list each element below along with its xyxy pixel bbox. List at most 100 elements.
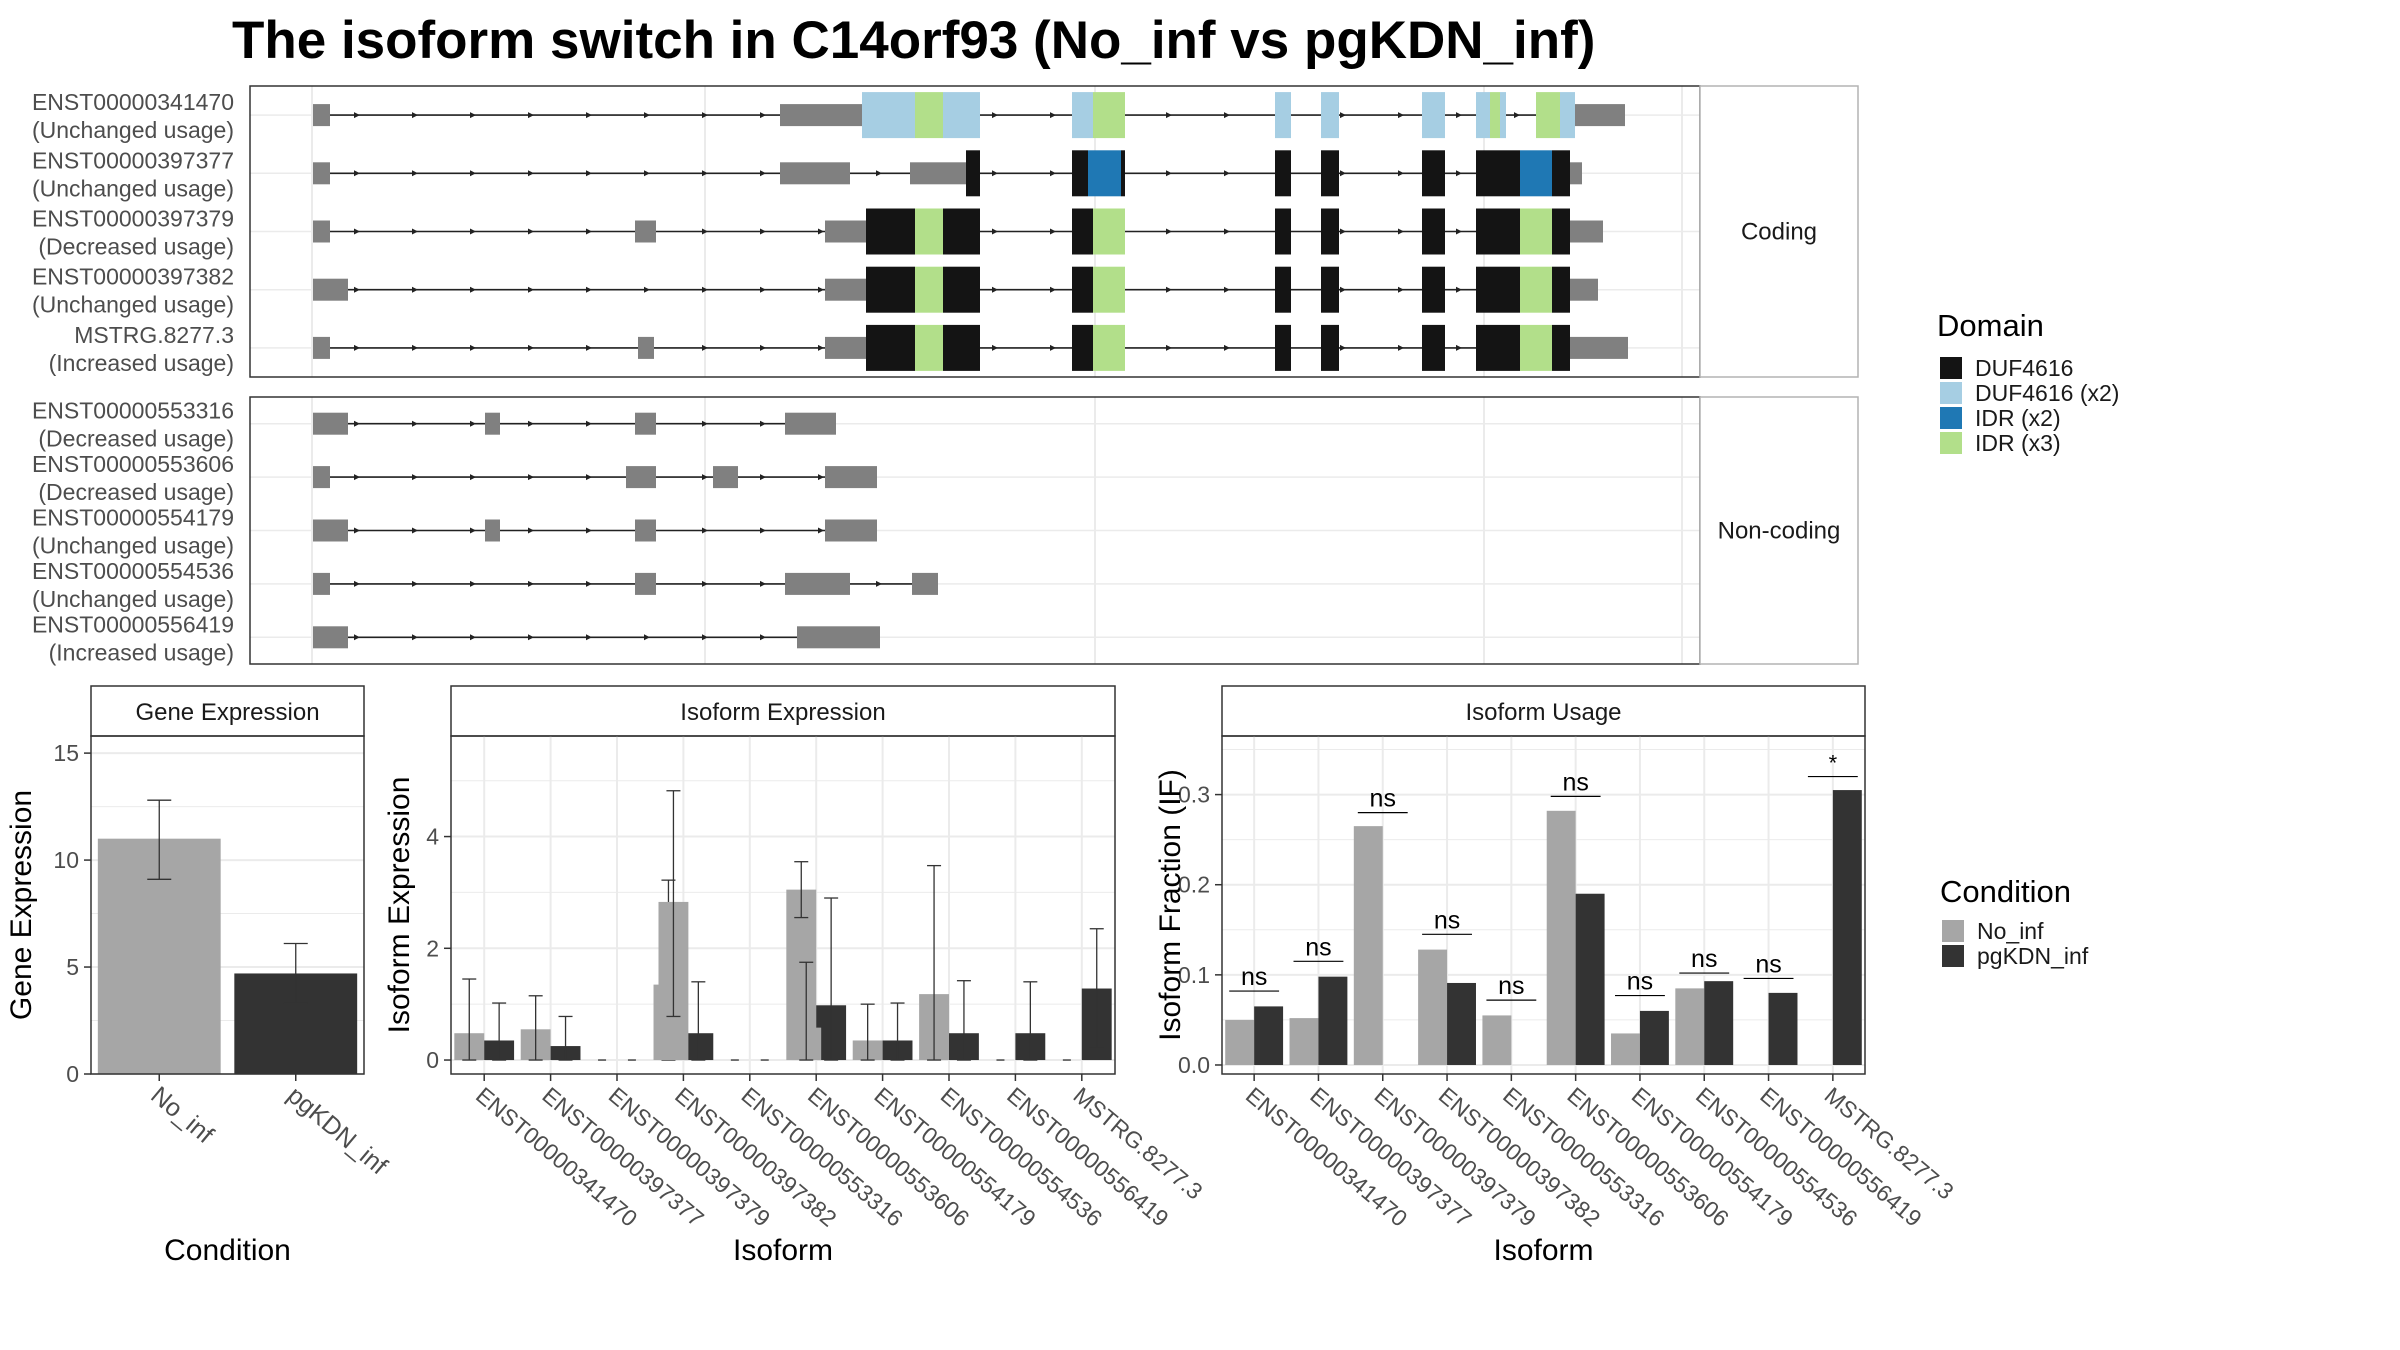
y-axis-title: Gene Expression	[5, 790, 38, 1020]
intron-arrow	[818, 527, 824, 534]
utr-exon	[635, 412, 656, 435]
intron-arrow	[528, 420, 534, 427]
coding-exon	[1520, 150, 1552, 197]
domain-legend-key	[1940, 382, 1962, 404]
y-tick-label: 0.0	[1178, 1052, 1210, 1078]
utr-exon	[313, 626, 348, 649]
coding-exon	[1072, 208, 1093, 255]
coding-exon	[1560, 92, 1575, 139]
intron-arrow	[412, 228, 418, 235]
coding-exon	[1093, 92, 1125, 139]
no-inf-bar	[1482, 1015, 1512, 1065]
intron-arrow	[586, 286, 592, 293]
intron-arrow	[760, 228, 766, 235]
facet-strip	[1699, 396, 1859, 665]
significance-label: ns	[1241, 963, 1267, 991]
coding-exon	[1476, 92, 1490, 139]
intron-arrow	[470, 474, 476, 481]
intron-arrow	[354, 420, 360, 427]
utr-exon	[635, 572, 656, 595]
intron-arrow	[1050, 344, 1056, 351]
intron-arrow	[470, 580, 476, 587]
chart-panel-border	[1221, 735, 1866, 1075]
intron-arrow	[702, 286, 708, 293]
utr-exon	[785, 412, 836, 435]
y-tick-label: 0	[426, 1047, 439, 1073]
chart-strip	[450, 685, 1116, 737]
coding-exon	[943, 324, 980, 371]
intron-arrow	[1224, 228, 1230, 235]
intron-arrow	[1166, 228, 1172, 235]
significance-label: ns	[1305, 933, 1331, 961]
intron-arrow	[354, 170, 360, 177]
coding-exon	[1275, 208, 1291, 255]
intron-arrow	[528, 112, 534, 119]
intron-arrow	[470, 170, 476, 177]
intron-arrow	[1456, 170, 1462, 177]
intron-arrow	[1050, 170, 1056, 177]
intron-arrow	[354, 112, 360, 119]
significance-label: ns	[1562, 768, 1588, 796]
y-tick-label: 2	[426, 935, 439, 961]
coding-exon	[1422, 92, 1445, 139]
coding-exon	[1275, 92, 1291, 139]
isoform-usage-label: (Unchanged usage)	[32, 533, 234, 559]
no-inf-bar	[1546, 810, 1576, 1065]
domain-legend-label: IDR (x3)	[1975, 430, 2061, 456]
condition-legend-key	[1942, 945, 1964, 967]
coding-exon	[1121, 150, 1125, 197]
intron-arrow	[1398, 286, 1404, 293]
intron-arrow	[702, 344, 708, 351]
chart-strip-label: Gene Expression	[135, 699, 319, 726]
utr-exon	[313, 220, 330, 243]
isoform-usage-label: (Decreased usage)	[38, 426, 234, 452]
intron-arrow	[354, 527, 360, 534]
isoform-id-label: ENST00000397379	[32, 206, 234, 232]
intron-arrow	[528, 634, 534, 641]
isoform-id-label: ENST00000341470	[32, 89, 234, 115]
utr-exon	[313, 466, 330, 489]
pgkdn-inf-bar	[1704, 981, 1734, 1065]
coding-exon	[866, 208, 915, 255]
intron-arrow	[760, 112, 766, 119]
coding-exon	[915, 266, 943, 313]
coding-exon	[915, 208, 943, 255]
intron-arrow	[354, 228, 360, 235]
utr-exon	[313, 104, 330, 127]
utr-exon	[785, 572, 850, 595]
intron-arrow	[702, 228, 708, 235]
intron-arrow	[1340, 286, 1346, 293]
coding-exon	[943, 266, 980, 313]
intron-arrow	[1456, 344, 1462, 351]
intron-arrow	[1398, 112, 1404, 119]
domain-legend-label: DUF4616 (x2)	[1975, 380, 2119, 406]
isoform-usage-label: (Decreased usage)	[38, 234, 234, 260]
intron-arrow	[586, 474, 592, 481]
domain-legend-key	[1940, 407, 1962, 429]
coding-exon	[943, 208, 980, 255]
isoform-id-label: ENST00000554179	[32, 505, 234, 531]
coding-exon	[1321, 150, 1339, 197]
coding-exon	[1275, 324, 1291, 371]
intron-arrow	[818, 344, 824, 351]
intron-arrow	[876, 580, 882, 587]
intron-arrow	[412, 634, 418, 641]
significance-label: ns	[1755, 950, 1781, 978]
intron-arrow	[412, 170, 418, 177]
intron-arrow	[586, 527, 592, 534]
intron-arrow	[1514, 112, 1520, 119]
chart-strip-label: Isoform Usage	[1465, 699, 1621, 726]
intron-arrow	[760, 344, 766, 351]
intron-arrow	[1224, 286, 1230, 293]
intron-arrow	[760, 634, 766, 641]
intron-arrow	[470, 286, 476, 293]
utr-exon	[825, 466, 877, 489]
intron-arrow	[1456, 286, 1462, 293]
intron-arrow	[1224, 344, 1230, 351]
utr-exon	[780, 162, 850, 185]
domain-legend-key	[1940, 357, 1962, 379]
intron-arrow	[354, 634, 360, 641]
intron-arrow	[702, 527, 708, 534]
coding-exon	[1072, 266, 1093, 313]
coding-exon	[1476, 150, 1520, 197]
